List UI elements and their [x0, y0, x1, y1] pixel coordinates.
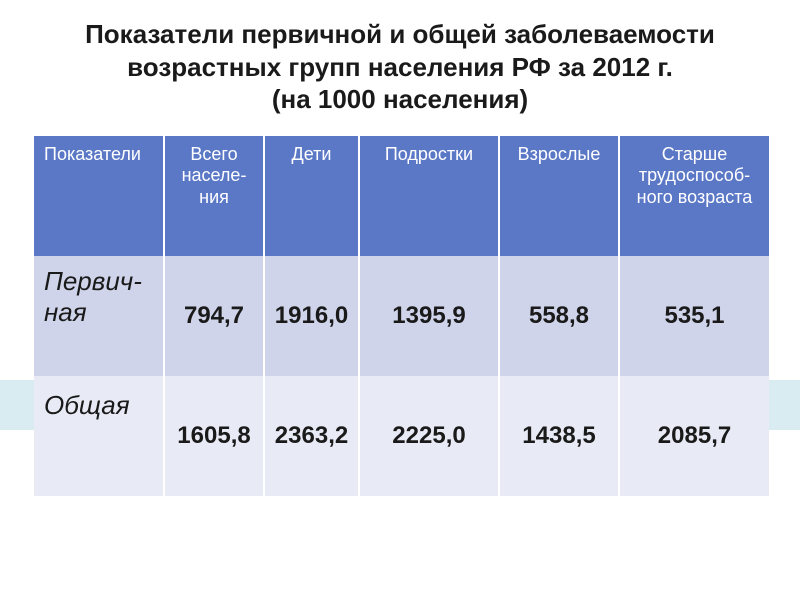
col-header-1: Всего населе-ния	[164, 136, 264, 256]
col-header-2: Дети	[264, 136, 359, 256]
row-label-primary: Первич-ная	[34, 256, 164, 376]
cell: 1438,5	[499, 376, 619, 496]
title-line-3: (на 1000 населения)	[272, 84, 528, 114]
col-header-3: Подростки	[359, 136, 499, 256]
col-header-4: Взрослые	[499, 136, 619, 256]
cell: 1605,8	[164, 376, 264, 496]
table-row: Первич-ная 794,7 1916,0 1395,9 558,8 535…	[34, 256, 769, 376]
cell: 1395,9	[359, 256, 499, 376]
cell: 2085,7	[619, 376, 769, 496]
cell: 794,7	[164, 256, 264, 376]
title-line-1: Показатели первичной и общей заболеваемо…	[85, 19, 715, 49]
table-row: Общая 1605,8 2363,2 2225,0 1438,5 2085,7	[34, 376, 769, 496]
col-header-5: Старше трудоспособ-ного возраста	[619, 136, 769, 256]
title-line-2: возрастных групп населения РФ за 2012 г.	[127, 52, 673, 82]
cell: 558,8	[499, 256, 619, 376]
morbidity-table: Показатели Всего населе-ния Дети Подрост…	[34, 136, 766, 496]
row-label-total: Общая	[34, 376, 164, 496]
page-title: Показатели первичной и общей заболеваемо…	[0, 0, 800, 122]
col-header-0: Показатели	[34, 136, 164, 256]
cell: 2225,0	[359, 376, 499, 496]
cell: 2363,2	[264, 376, 359, 496]
cell: 1916,0	[264, 256, 359, 376]
cell: 535,1	[619, 256, 769, 376]
data-table: Показатели Всего населе-ния Дети Подрост…	[34, 136, 769, 496]
table-header-row: Показатели Всего населе-ния Дети Подрост…	[34, 136, 769, 256]
